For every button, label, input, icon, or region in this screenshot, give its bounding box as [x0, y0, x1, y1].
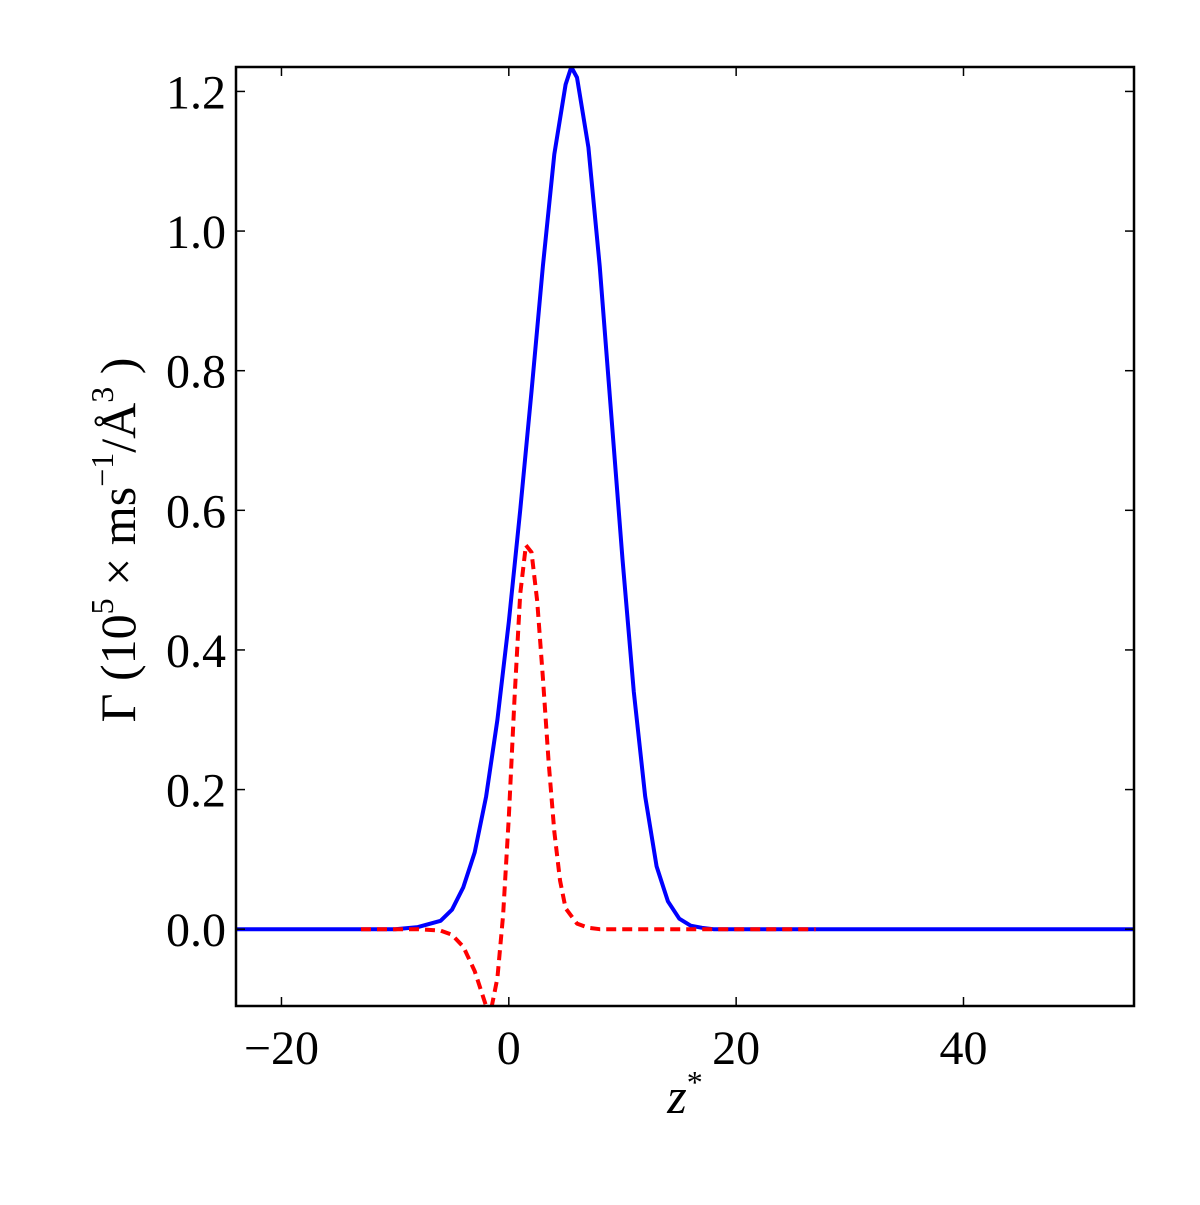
y-axis-label-sup2: −1 — [84, 453, 120, 487]
plot-frame — [234, 65, 1136, 1008]
x-axis-label-sup: * — [687, 1064, 703, 1100]
x-axis-label: z* — [666, 1064, 702, 1124]
y-axis-label-sup3: 3 — [84, 387, 120, 403]
series-line-2 — [361, 543, 816, 1006]
y-tick-label: 0.0 — [166, 904, 226, 957]
y-axis-label-part1: Γ (10 — [90, 614, 146, 722]
tick-layer: −20 0 20 40 0.0 0.2 0.4 0.6 0.8 1.0 1.2 — [166, 66, 1134, 1075]
y-tick-label: 1.0 — [166, 206, 226, 259]
series-layer — [236, 67, 1134, 1006]
y-axis-label-sup1: 5 — [84, 598, 120, 614]
y-tick-label: 0.4 — [166, 625, 226, 678]
y-axis-label-part3: /Å — [90, 403, 146, 453]
series-line-1 — [236, 67, 1134, 932]
x-tick-label: −20 — [244, 1022, 319, 1075]
y-tick-label: 0.6 — [166, 485, 226, 538]
y-tick-label: 1.2 — [166, 66, 226, 119]
y-tick-label: 0.2 — [166, 765, 226, 818]
y-axis-label: Γ (105 × ms−1/Å3 ) — [84, 358, 146, 723]
x-tick-label: 0 — [497, 1022, 521, 1075]
x-tick-label: 20 — [712, 1022, 760, 1075]
x-tick-label: 40 — [939, 1022, 987, 1075]
y-axis-label-part4: ) — [90, 358, 146, 387]
y-axis-label-part2: × ms — [90, 487, 146, 599]
x-axis-label-base: z — [666, 1068, 686, 1124]
y-tick-label: 0.8 — [166, 346, 226, 399]
